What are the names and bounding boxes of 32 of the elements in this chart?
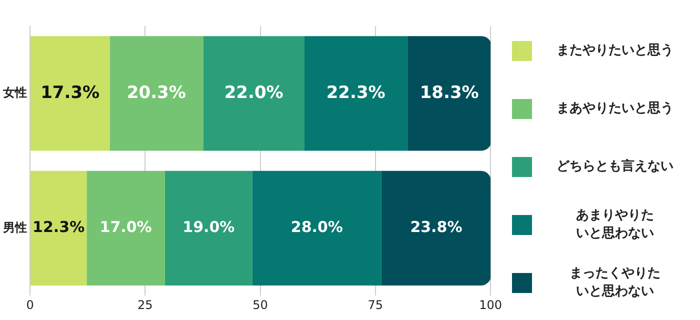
bar <box>110 36 204 151</box>
bar <box>30 36 110 151</box>
y-tick-label: 女性 <box>2 86 27 100</box>
x-tick-label: 25 <box>137 298 153 312</box>
bar <box>252 170 382 286</box>
bar <box>30 170 87 286</box>
data-label: 22.0% <box>224 82 284 103</box>
y-tick-label: 男性 <box>2 220 27 234</box>
x-tick-label: 75 <box>368 298 384 312</box>
x-tick-label: 0 <box>26 298 34 312</box>
bar <box>407 36 491 151</box>
x-tick-label: 50 <box>252 298 268 312</box>
data-label: 19.0% <box>182 218 235 236</box>
bar <box>304 36 408 151</box>
x-tick-label: 100 <box>479 298 502 312</box>
data-label: 28.0% <box>290 218 343 236</box>
bar <box>203 36 304 151</box>
bar <box>164 170 252 286</box>
data-label: 20.3% <box>126 82 186 103</box>
text: まったくやりたいと思わない <box>568 265 662 301</box>
data-label: 22.3% <box>326 82 386 103</box>
text: あまりやりたいと思わない <box>575 207 655 243</box>
legend-label: どちらとも言えない <box>556 158 674 176</box>
data-label: 17.0% <box>100 218 152 236</box>
data-label: 17.3% <box>40 82 100 103</box>
legend-label: まあやりたいと思う <box>556 100 674 118</box>
data-label: 23.8% <box>410 218 462 236</box>
bar <box>86 170 165 286</box>
legend-label: またやりたいと思う <box>556 42 674 60</box>
bar <box>381 170 491 286</box>
data-label: 12.3% <box>32 218 85 236</box>
data-label: 18.3% <box>420 82 479 103</box>
